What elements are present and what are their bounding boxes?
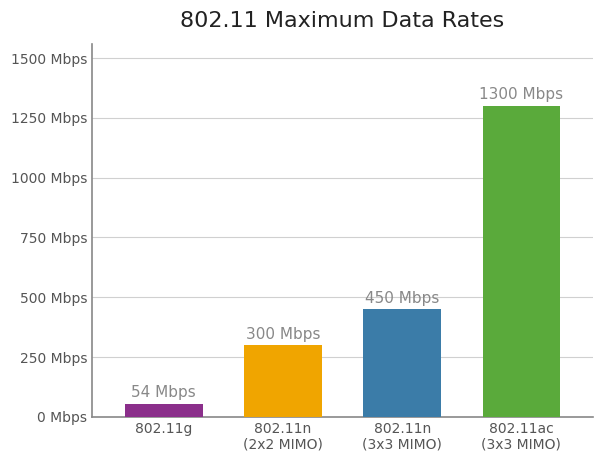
Bar <box>483 106 560 417</box>
Bar <box>125 404 202 417</box>
Title: 802.11 Maximum Data Rates: 802.11 Maximum Data Rates <box>181 11 505 31</box>
Text: 300 Mbps: 300 Mbps <box>246 326 320 342</box>
Text: 54 Mbps: 54 Mbps <box>132 385 196 400</box>
Bar <box>364 309 441 417</box>
Text: 450 Mbps: 450 Mbps <box>365 291 439 306</box>
Bar <box>244 345 322 417</box>
Text: 1300 Mbps: 1300 Mbps <box>480 88 564 102</box>
